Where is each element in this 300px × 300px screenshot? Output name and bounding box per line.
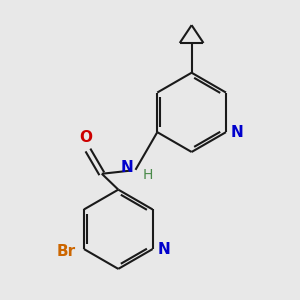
- Text: N: N: [158, 242, 170, 256]
- Text: N: N: [231, 125, 244, 140]
- Text: Br: Br: [56, 244, 75, 259]
- Text: N: N: [121, 160, 134, 175]
- Text: O: O: [80, 130, 92, 145]
- Text: H: H: [142, 168, 153, 182]
